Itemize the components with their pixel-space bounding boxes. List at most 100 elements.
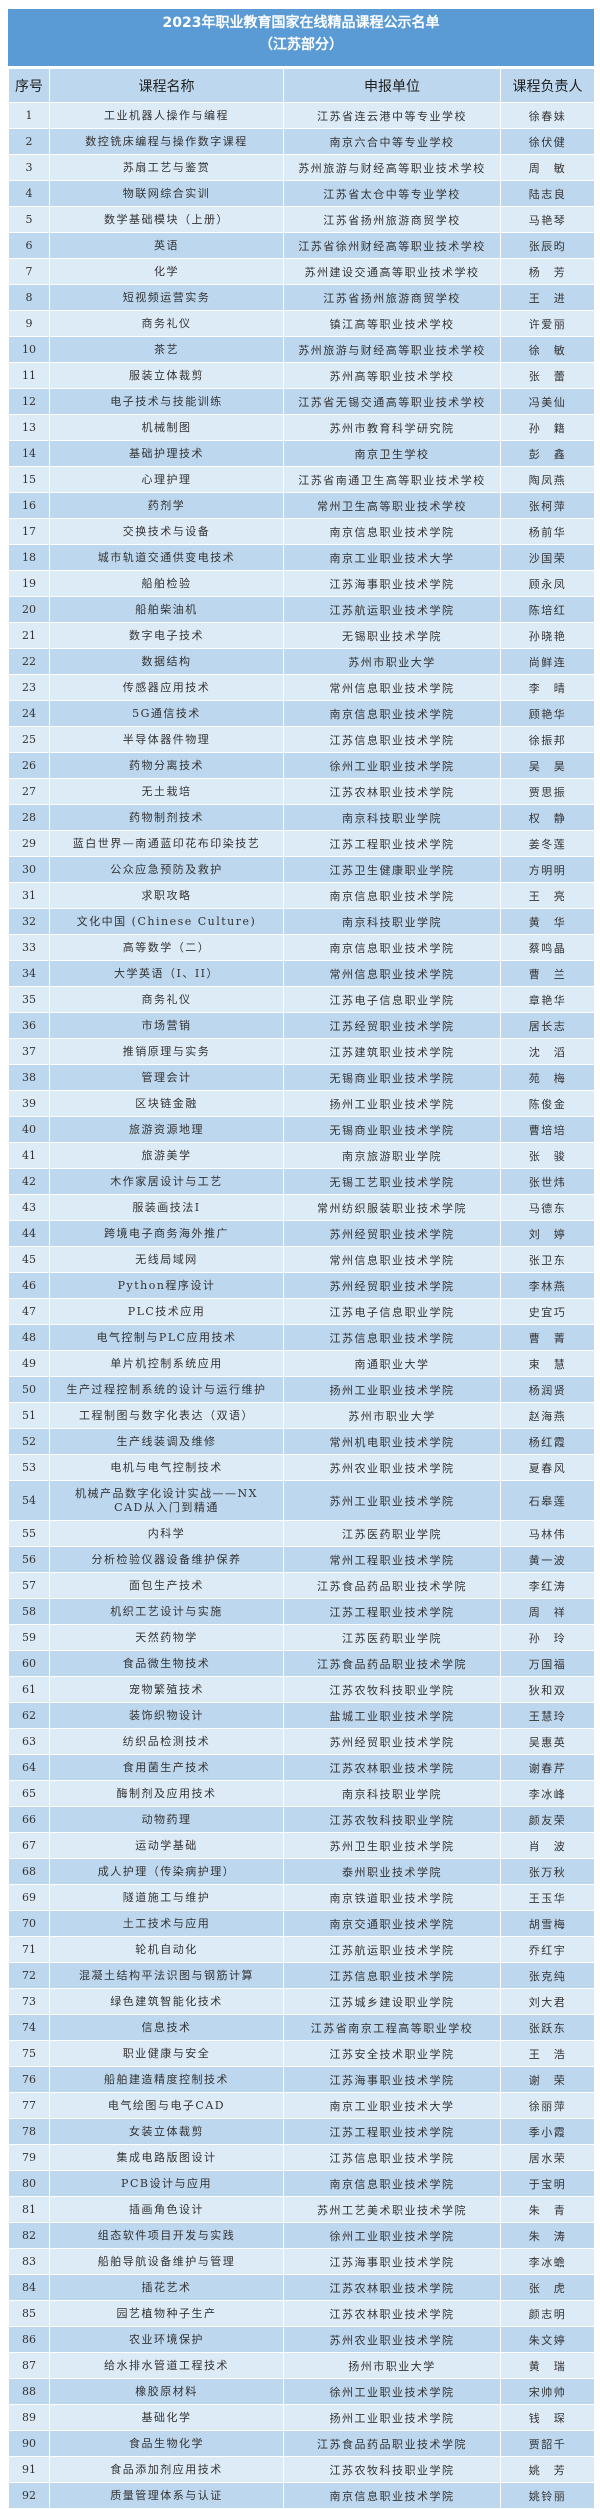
cell-lead: 李冰蟾 bbox=[500, 2248, 595, 2275]
cell-course: PLC技术应用 bbox=[49, 1298, 284, 1325]
cell-unit: 江苏航运职业技术学院 bbox=[283, 596, 501, 623]
cell-unit: 江苏医药职业学院 bbox=[283, 1624, 501, 1651]
table-row: 86 农业环境保护 苏州农业职业技术学院 朱文婷 bbox=[8, 2326, 595, 2353]
cell-seq: 87 bbox=[8, 2352, 50, 2379]
cell-lead: 杨润贤 bbox=[500, 1376, 595, 1403]
cell-unit: 江苏省南通卫生高等职业技术学校 bbox=[283, 466, 501, 493]
cell-lead: 宋帅帅 bbox=[500, 2378, 595, 2405]
cell-course: PCB设计与应用 bbox=[49, 2170, 284, 2197]
cell-seq: 59 bbox=[8, 1624, 50, 1651]
cell-seq: 13 bbox=[8, 414, 50, 441]
table-row: 41 旅游美学 南京旅游职业学院张 骏 bbox=[8, 1142, 595, 1169]
cell-unit: 南京旅游职业学院 bbox=[283, 1142, 501, 1169]
table-row: 51 工程制图与数字化表达（双语） 苏州市职业大学 赵海燕 bbox=[8, 1402, 595, 1429]
cell-lead: 贾韶千 bbox=[500, 2430, 595, 2457]
cell-lead: 张辰昀 bbox=[500, 232, 595, 259]
cell-course: 苏扇工艺与鉴赏 bbox=[49, 154, 284, 181]
cell-unit: 江苏经贸职业技术学院 bbox=[283, 1012, 501, 1039]
cell-course: 跨境电子商务海外推广 bbox=[49, 1220, 284, 1247]
table-row: 59 天然药物学 江苏医药职业学院孙 玲 bbox=[8, 1624, 595, 1651]
cell-unit: 常州工程职业技术学院 bbox=[283, 1546, 501, 1573]
cell-course: 求职攻略 bbox=[49, 882, 284, 909]
cell-course: 传感器应用技术 bbox=[49, 674, 284, 701]
cell-seq: 12 bbox=[8, 388, 50, 415]
cell-lead: 王 亮 bbox=[500, 882, 595, 909]
table-row: 37 推销原理与实务 江苏建筑职业技术学院沈 滔 bbox=[8, 1038, 595, 1065]
cell-seq: 21 bbox=[8, 622, 50, 649]
table-row: 49 单片机控制系统应用 南通职业大学束 慧 bbox=[8, 1350, 595, 1377]
cell-course: 食品添加剂应用技术 bbox=[49, 2456, 284, 2483]
cell-course: 船舶检验 bbox=[49, 570, 284, 597]
cell-lead: 赵海燕 bbox=[500, 1402, 595, 1429]
cell-course: 工业机器人操作与编程 bbox=[49, 102, 284, 129]
table-row: 53 电机与电气控制技术 苏州农业职业技术学院 夏春风 bbox=[8, 1454, 595, 1481]
cell-unit: 无锡商业职业技术学院 bbox=[283, 1064, 501, 1091]
table-row: 72 混凝土结构平法识图与钢筋计算 江苏信息职业技术学院 张克纯 bbox=[8, 1962, 595, 1989]
cell-course: 心理护理 bbox=[49, 466, 284, 493]
cell-seq: 89 bbox=[8, 2404, 50, 2431]
cell-course: 插花艺术 bbox=[49, 2274, 284, 2301]
cell-course: 单片机控制系统应用 bbox=[49, 1350, 284, 1377]
cell-lead: 许爱丽 bbox=[500, 310, 595, 337]
cell-seq: 53 bbox=[8, 1454, 50, 1481]
cell-seq: 24 bbox=[8, 700, 50, 727]
cell-unit: 苏州经贸职业技术学院 bbox=[283, 1728, 501, 1755]
cell-course: 高等数学（二） bbox=[49, 934, 284, 961]
cell-unit: 常州信息职业技术学院 bbox=[283, 960, 501, 987]
cell-course: 蓝白世界—南通蓝印花布印染技艺 bbox=[49, 830, 284, 857]
cell-unit: 江苏农林职业技术学院 bbox=[283, 778, 501, 805]
cell-course: 基础化学 bbox=[49, 2404, 284, 2431]
cell-unit: 南京信息职业技术学院 bbox=[283, 934, 501, 961]
cell-seq: 66 bbox=[8, 1806, 50, 1833]
cell-lead: 顾永凤 bbox=[500, 570, 595, 597]
cell-seq: 75 bbox=[8, 2040, 50, 2067]
table-row: 61 宠物繁殖技术 江苏农牧科技职业学院 狄和双 bbox=[8, 1676, 595, 1703]
cell-lead: 朱 涛 bbox=[500, 2222, 595, 2249]
cell-lead: 夏春风 bbox=[500, 1454, 595, 1481]
cell-unit: 南京信息职业技术学院 bbox=[283, 2170, 501, 2197]
cell-seq: 42 bbox=[8, 1168, 50, 1195]
table-row: 63 纺织品检测技术 苏州经贸职业技术学院 吴惠英 bbox=[8, 1728, 595, 1755]
table-row: 14 基础护理技术 南京卫生学校彭 鑫 bbox=[8, 440, 595, 467]
cell-unit: 徐州工业职业技术学院 bbox=[283, 752, 501, 779]
cell-unit: 江苏医药职业学院 bbox=[283, 1520, 501, 1547]
cell-seq: 46 bbox=[8, 1272, 50, 1299]
cell-course: 药物制剂技术 bbox=[49, 804, 284, 831]
cell-seq: 43 bbox=[8, 1194, 50, 1221]
cell-unit: 苏州卫生职业技术学院 bbox=[283, 1832, 501, 1859]
table-row: 88 橡胶原材料 徐州工业职业技术学院 宋帅帅 bbox=[8, 2378, 595, 2405]
table-row: 34 大学英语（I、II） 常州信息职业技术学院曹 兰 bbox=[8, 960, 595, 987]
cell-unit: 江苏农林职业技术学院 bbox=[283, 2300, 501, 2327]
cell-seq: 27 bbox=[8, 778, 50, 805]
table-row: 6 英语 江苏省徐州财经高等职业技术学校 张辰昀 bbox=[8, 232, 595, 259]
cell-unit: 苏州市教育科学研究院 bbox=[283, 414, 501, 441]
table-row: 71 轮机自动化 江苏航运职业技术学院 乔红宇 bbox=[8, 1936, 595, 1963]
cell-course: 商务礼仪 bbox=[49, 310, 284, 337]
table-row: 40 旅游资源地理 无锡商业职业技术学院 曹培培 bbox=[8, 1116, 595, 1143]
cell-seq: 64 bbox=[8, 1754, 50, 1781]
cell-seq: 11 bbox=[8, 362, 50, 389]
table-row: 65 酶制剂及应用技术 南京科技职业学院 李冰峰 bbox=[8, 1780, 595, 1807]
table-row: 74 信息技术 江苏省南京工程高等职业学校 张跃东 bbox=[8, 2014, 595, 2041]
cell-unit: 苏州市职业大学 bbox=[283, 648, 501, 675]
cell-seq: 25 bbox=[8, 726, 50, 753]
cell-lead: 刘大君 bbox=[500, 1988, 595, 2015]
cell-seq: 56 bbox=[8, 1546, 50, 1573]
cell-seq: 51 bbox=[8, 1402, 50, 1429]
cell-seq: 60 bbox=[8, 1650, 50, 1677]
cell-seq: 83 bbox=[8, 2248, 50, 2275]
cell-course: 船舶导航设备维护与管理 bbox=[49, 2248, 284, 2275]
cell-lead: 狄和双 bbox=[500, 1676, 595, 1703]
cell-lead: 万国福 bbox=[500, 1650, 595, 1677]
table-row: 38 管理会计 无锡商业职业技术学院苑 梅 bbox=[8, 1064, 595, 1091]
cell-lead: 姚铃丽 bbox=[500, 2482, 595, 2509]
title-banner: 2023年职业教育国家在线精品课程公示名单 （江苏部分） bbox=[8, 9, 594, 66]
cell-seq: 58 bbox=[8, 1598, 50, 1625]
cell-seq: 69 bbox=[8, 1884, 50, 1911]
course-table: 序号 课程名称 申报单位 课程负责人 1 工业机器人操作与编程 江苏省连云港中等专业… bbox=[8, 68, 595, 2509]
cell-unit: 江苏省连云港中等专业学校 bbox=[283, 102, 501, 129]
cell-seq: 82 bbox=[8, 2222, 50, 2249]
cell-lead: 刘 婷 bbox=[500, 1220, 595, 1247]
cell-unit: 苏州市职业大学 bbox=[283, 1402, 501, 1429]
cell-course: 轮机自动化 bbox=[49, 1936, 284, 1963]
